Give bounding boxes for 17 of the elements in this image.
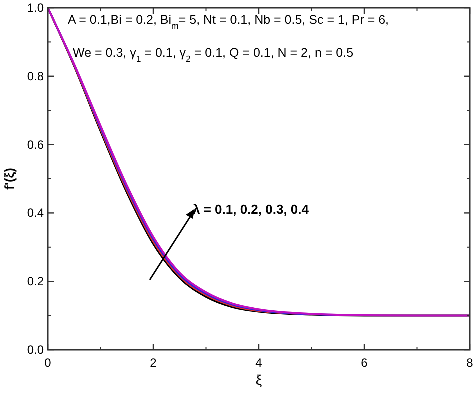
x-tick-label: 4 <box>256 356 263 370</box>
x-tick-label: 8 <box>466 356 474 370</box>
x-axis-title: ξ <box>256 372 262 388</box>
annotation: A = 0.1,Bi = 0.2, Bi$_{m}$= 5, Nt = 0.1, Nb = 0.5, Sc = 1, Pr = 6, <box>68 13 390 31</box>
y-axis-title: f'(ξ) <box>2 168 17 190</box>
annotation: λ = 0.1, 0.2, 0.3, 0.4 <box>193 202 310 217</box>
x-tick-label: 6 <box>361 356 368 370</box>
y-tick-label: 0.4 <box>27 206 44 220</box>
y-tick-label: 0.2 <box>27 274 44 289</box>
annotation: We = 0.3, γ$_{1}$ = 0.1, γ$_{2}$ = 0.1, Q = 0.1, N = 2, n = 0.5 <box>73 46 354 64</box>
y-tick-label: 1.0 <box>27 1 44 15</box>
x-tick-label: 0 <box>44 356 52 370</box>
y-tick-label: 0.6 <box>27 138 44 152</box>
x-tick-label: 2 <box>150 356 158 370</box>
line-series <box>47 7 471 317</box>
y-tick-label: 0.8 <box>27 69 44 84</box>
y-tick-label: 0.0 <box>27 343 44 357</box>
